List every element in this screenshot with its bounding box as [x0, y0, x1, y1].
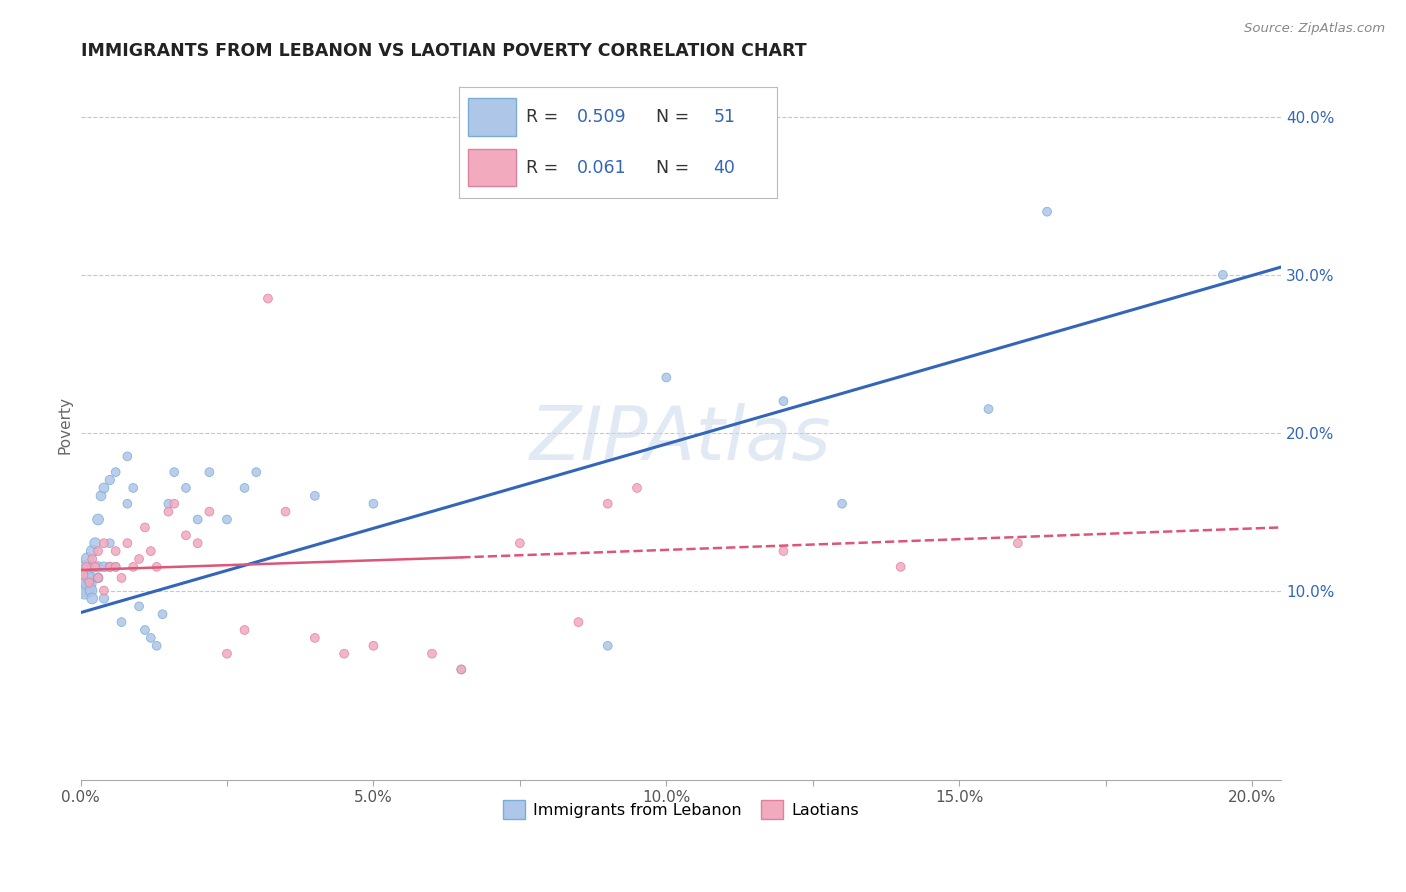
Point [1036, 204, 1059, 219]
Point [233, 623, 256, 637]
Point [890, 559, 912, 574]
Point [98, 559, 121, 574]
Point [93, 591, 115, 606]
Point [82, 544, 104, 558]
Point [122, 481, 145, 495]
Point [93, 481, 115, 495]
Point [98, 473, 121, 487]
Point [772, 544, 794, 558]
Point [82, 552, 104, 566]
Point [152, 607, 174, 622]
Point [1007, 536, 1029, 550]
Point [84, 536, 107, 550]
Point [82, 591, 104, 606]
Point [87, 544, 110, 558]
Point [134, 623, 156, 637]
Point [90, 489, 112, 503]
Point [104, 465, 127, 479]
Point [198, 505, 221, 519]
Point [75, 575, 97, 590]
Point [304, 631, 326, 645]
Point [450, 663, 472, 677]
Point [79, 575, 101, 590]
Point [333, 647, 356, 661]
Point [98, 559, 121, 574]
Point [420, 647, 443, 661]
Point [596, 497, 619, 511]
Point [509, 536, 531, 550]
Point [93, 536, 115, 550]
Y-axis label: Poverty: Poverty [58, 396, 72, 454]
Point [163, 497, 186, 511]
Point [174, 481, 197, 495]
Point [87, 571, 110, 585]
Point [139, 631, 162, 645]
Point [117, 450, 139, 464]
Point [79, 571, 101, 585]
Point [363, 639, 385, 653]
Point [145, 559, 167, 574]
Point [117, 497, 139, 511]
Point [75, 559, 97, 574]
Point [163, 465, 186, 479]
Point [104, 559, 127, 574]
Point [450, 663, 472, 677]
Point [82, 559, 104, 574]
Point [245, 465, 267, 479]
Point [98, 536, 121, 550]
Point [139, 544, 162, 558]
Point [76, 552, 98, 566]
Point [128, 599, 150, 614]
Point [831, 497, 853, 511]
Point [157, 505, 180, 519]
Point [87, 571, 110, 585]
Point [80, 583, 103, 598]
Text: Source: ZipAtlas.com: Source: ZipAtlas.com [1244, 22, 1385, 36]
Point [110, 571, 132, 585]
Point [198, 465, 221, 479]
Point [93, 559, 115, 574]
Point [75, 559, 97, 574]
Point [110, 615, 132, 629]
Point [304, 489, 326, 503]
Point [215, 512, 238, 526]
Point [626, 481, 648, 495]
Point [274, 505, 297, 519]
Point [187, 512, 209, 526]
Point [145, 639, 167, 653]
Point [104, 544, 127, 558]
Point [84, 559, 107, 574]
Text: ZIPAtlas: ZIPAtlas [530, 403, 832, 475]
Point [174, 528, 197, 542]
Point [87, 512, 110, 526]
Point [87, 559, 110, 574]
Point [1212, 268, 1234, 282]
Point [73, 583, 96, 598]
Legend: Immigrants from Lebanon, Laotians: Immigrants from Lebanon, Laotians [496, 794, 866, 825]
Point [93, 583, 115, 598]
Point [215, 647, 238, 661]
Point [257, 292, 280, 306]
Point [977, 402, 1000, 417]
Point [134, 520, 156, 534]
Point [187, 536, 209, 550]
Point [567, 615, 589, 629]
Point [72, 567, 94, 582]
Point [596, 639, 619, 653]
Point [72, 567, 94, 582]
Point [772, 394, 794, 409]
Point [122, 559, 145, 574]
Point [157, 497, 180, 511]
Point [72, 575, 94, 590]
Text: IMMIGRANTS FROM LEBANON VS LAOTIAN POVERTY CORRELATION CHART: IMMIGRANTS FROM LEBANON VS LAOTIAN POVER… [80, 42, 806, 60]
Point [117, 536, 139, 550]
Point [363, 497, 385, 511]
Point [233, 481, 256, 495]
Point [655, 370, 678, 384]
Point [128, 552, 150, 566]
Point [104, 559, 127, 574]
